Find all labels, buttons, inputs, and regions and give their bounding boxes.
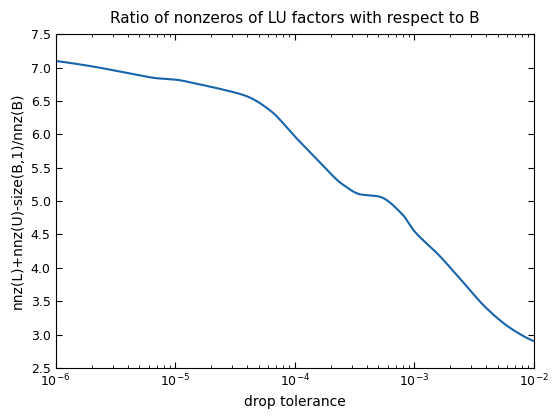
Title: Ratio of nonzeros of LU factors with respect to B: Ratio of nonzeros of LU factors with res… — [110, 11, 479, 26]
Y-axis label: nnz(L)+nnz(U)-size(B,1)/nnz(B): nnz(L)+nnz(U)-size(B,1)/nnz(B) — [11, 93, 25, 309]
X-axis label: drop tolerance: drop tolerance — [244, 395, 346, 409]
